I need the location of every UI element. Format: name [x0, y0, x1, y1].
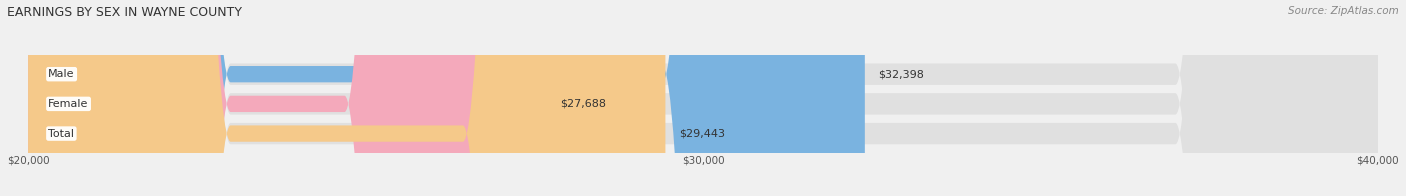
Text: Male: Male: [48, 69, 75, 79]
FancyBboxPatch shape: [28, 0, 665, 196]
FancyBboxPatch shape: [28, 0, 1378, 196]
Text: $32,398: $32,398: [879, 69, 924, 79]
Text: Female: Female: [48, 99, 89, 109]
FancyBboxPatch shape: [28, 0, 547, 196]
Text: Source: ZipAtlas.com: Source: ZipAtlas.com: [1288, 6, 1399, 16]
Text: Total: Total: [48, 129, 75, 139]
Text: $27,688: $27,688: [561, 99, 606, 109]
FancyBboxPatch shape: [28, 0, 1378, 196]
FancyBboxPatch shape: [28, 0, 865, 196]
FancyBboxPatch shape: [28, 0, 1378, 196]
Text: EARNINGS BY SEX IN WAYNE COUNTY: EARNINGS BY SEX IN WAYNE COUNTY: [7, 6, 242, 19]
Text: $29,443: $29,443: [679, 129, 725, 139]
